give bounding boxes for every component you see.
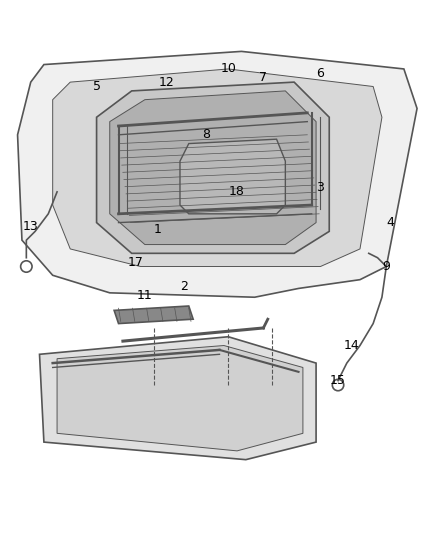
Text: 14: 14	[343, 339, 358, 352]
Polygon shape	[57, 345, 302, 451]
Text: 9: 9	[381, 260, 389, 273]
Text: 6: 6	[316, 67, 324, 80]
Text: 2: 2	[180, 280, 188, 293]
Text: 3: 3	[316, 181, 324, 194]
Text: 1: 1	[154, 223, 162, 236]
Polygon shape	[110, 91, 315, 245]
Text: 17: 17	[128, 256, 144, 269]
Text: 4: 4	[386, 216, 394, 229]
Text: 15: 15	[329, 374, 345, 387]
Text: 5: 5	[92, 80, 100, 93]
Text: 13: 13	[23, 221, 39, 233]
Polygon shape	[18, 51, 416, 297]
Polygon shape	[39, 337, 315, 459]
Text: 8: 8	[202, 128, 210, 141]
Text: 11: 11	[137, 288, 152, 302]
Polygon shape	[53, 69, 381, 266]
Text: 10: 10	[220, 62, 236, 76]
Polygon shape	[114, 306, 193, 324]
Text: 18: 18	[229, 185, 244, 198]
Text: 12: 12	[159, 76, 174, 88]
Polygon shape	[180, 139, 285, 214]
Text: 7: 7	[259, 71, 267, 84]
Polygon shape	[96, 82, 328, 253]
